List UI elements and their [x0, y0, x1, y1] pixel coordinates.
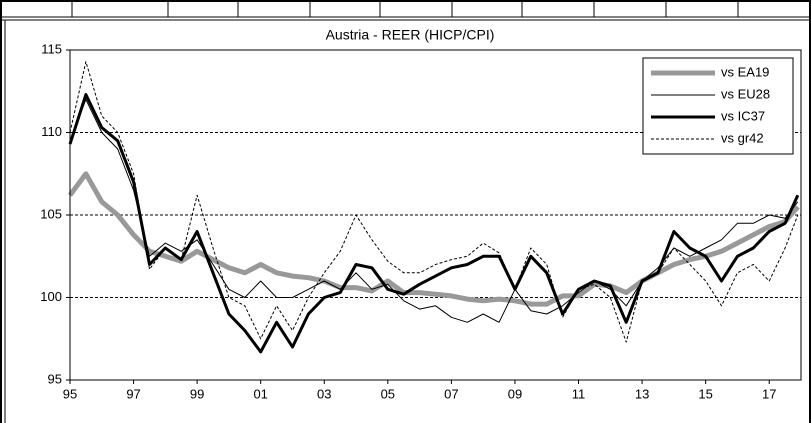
x-tick-label: 99 — [190, 386, 204, 401]
x-tick-label: 05 — [381, 386, 395, 401]
x-tick-label: 95 — [63, 386, 77, 401]
x-tick-label: 03 — [317, 386, 331, 401]
x-tick-label: 15 — [698, 386, 712, 401]
x-tick-label: 09 — [508, 386, 522, 401]
series-line — [68, 93, 800, 354]
legend-label: vs EU28 — [721, 86, 770, 101]
x-tick-label: 13 — [635, 386, 649, 401]
y-tick-label: 100 — [40, 289, 62, 304]
x-tick-label: 07 — [444, 386, 458, 401]
grid — [70, 132, 801, 298]
x-tick-label: 01 — [253, 386, 267, 401]
x-tick-label: 97 — [126, 386, 140, 401]
series-line — [69, 61, 799, 343]
x-tick-label: 11 — [572, 386, 586, 401]
chart-title: Austria - REER (HICP/CPI) — [326, 27, 495, 43]
x-tick-label: 17 — [762, 386, 776, 401]
series-line — [67, 171, 800, 307]
legend-label: vs gr42 — [721, 130, 764, 145]
lines — [67, 61, 800, 354]
plot-border — [69, 49, 802, 381]
y-tick-label: 95 — [48, 371, 62, 386]
legend-label: vs IC37 — [721, 108, 765, 123]
axes: 95 100 105 110 115 95 97 99 01 03 05 07 09 11 13 15 17 — [40, 41, 802, 401]
legend-label: vs EA19 — [721, 64, 769, 79]
y-tick-label: 105 — [40, 206, 62, 221]
legend: vs EA19 vs EU28 vs IC37 vs gr42 — [642, 57, 794, 155]
y-tick-label: 115 — [41, 41, 62, 56]
y-tick-label: 110 — [41, 124, 62, 139]
